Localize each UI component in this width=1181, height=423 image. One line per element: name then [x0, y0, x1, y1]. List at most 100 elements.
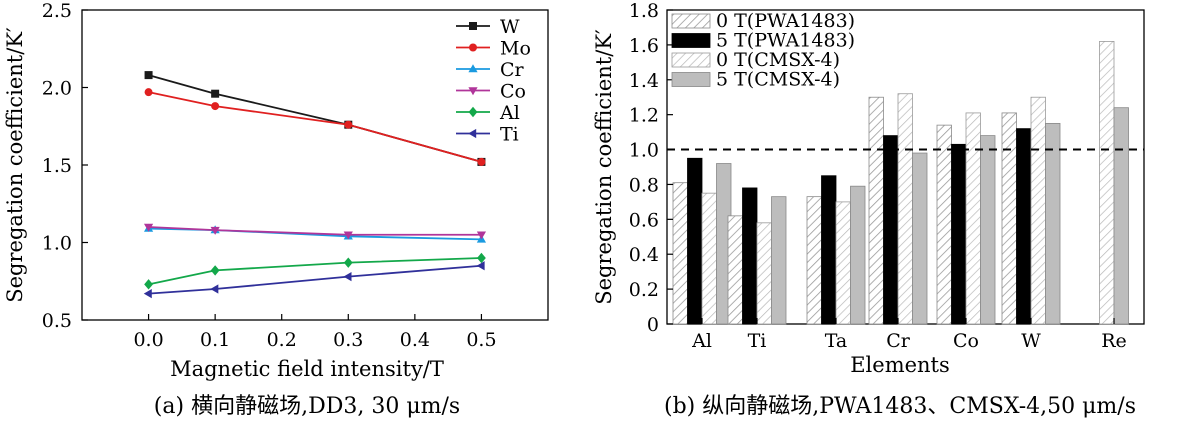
data-point — [477, 157, 486, 166]
legend-label: Ti — [500, 124, 519, 146]
bar — [1001, 112, 1017, 325]
bar — [687, 157, 703, 325]
x-tick-label: 0.3 — [333, 329, 363, 351]
data-point — [476, 261, 485, 271]
y-tick-label: 0 — [647, 314, 659, 336]
bar — [936, 124, 952, 325]
chart-a-line: 0.0 0.1 0.2 0.3 0.4 0.5 0.5 1.0 1.5 2.0 2.5 WMoCrC… — [3, 0, 549, 419]
y-tick-label: 2.0 — [42, 78, 72, 100]
chart-a-ticks: 0.0 0.1 0.2 0.3 0.4 0.5 0.5 1.0 1.5 2.0 2.5 — [42, 0, 497, 351]
x-tick-label: 0.2 — [267, 329, 297, 351]
series-line — [148, 264, 482, 295]
data-point — [343, 272, 352, 282]
legend-marker — [469, 43, 477, 52]
data-point — [477, 252, 486, 264]
y-tick-label: 0.2 — [629, 279, 659, 301]
y-tick-label: 1.6 — [629, 35, 659, 57]
y-tick-label: 2.5 — [42, 0, 72, 22]
y-tick-label: 1.0 — [42, 233, 72, 255]
bar — [980, 135, 996, 325]
legend-marker — [468, 87, 478, 96]
bar — [1113, 107, 1129, 325]
y-tick-label: 1.4 — [629, 70, 659, 92]
data-point — [211, 102, 220, 111]
series-line — [148, 226, 482, 236]
legend-label: W — [500, 16, 520, 38]
bar — [850, 185, 866, 325]
x-tick-label: W — [1021, 330, 1041, 352]
y-tick-label: 0.6 — [629, 209, 659, 231]
legend-label: Cr — [500, 59, 525, 81]
data-point — [344, 120, 353, 129]
legend-label: 0 T(PWA1483) — [716, 10, 855, 32]
x-tick-label: 0.5 — [466, 329, 496, 351]
x-tick-label: 0.4 — [400, 329, 430, 351]
bar — [1030, 96, 1046, 325]
bar — [883, 135, 899, 325]
data-point — [144, 71, 153, 80]
data-point — [210, 265, 220, 276]
y-tick-label: 1.5 — [42, 155, 72, 177]
data-point — [144, 88, 153, 97]
bar — [897, 93, 913, 325]
bar — [965, 112, 981, 325]
data-point — [343, 231, 353, 240]
legend-label: Co — [500, 81, 526, 103]
legend-label: 5 T(PWA1483) — [716, 30, 855, 52]
legend-label: 0 T(CMSX-4) — [716, 49, 840, 71]
legend-swatch — [671, 52, 711, 68]
legend-marker — [468, 128, 477, 139]
y-tick-label: 1.8 — [629, 0, 659, 22]
data-point — [210, 226, 220, 235]
bar — [672, 182, 688, 325]
legend-swatch — [671, 72, 711, 87]
chart-b-caption: (b) 纵向静磁场,PWA1483、CMSX-4,50 μm/s — [664, 394, 1136, 419]
chart-b-legend: 0 T(PWA1483)5 T(PWA1483)0 T(CMSX-4)5 T(C… — [671, 10, 855, 91]
bar — [835, 201, 851, 325]
bar — [1099, 41, 1115, 325]
y-tick-label: 0.4 — [629, 244, 659, 266]
y-tick-label: 0.5 — [42, 310, 72, 332]
bar — [742, 187, 758, 325]
chart-b-bars — [672, 41, 1129, 325]
y-tick-label: 0.8 — [629, 174, 659, 196]
legend-label: Mo — [500, 38, 531, 60]
legend-label: Al — [499, 102, 520, 124]
data-point — [143, 223, 154, 232]
bar — [701, 192, 717, 325]
bar — [951, 143, 967, 325]
chart-b-bar: 0 0.2 0.4 0.6 0.8 1.0 1.2 1.4 1.6 1.8 Al Ti Ta Cr Co W R… — [592, 0, 1145, 419]
bar — [1045, 122, 1061, 325]
bar — [868, 96, 884, 325]
data-point — [476, 231, 487, 240]
bar — [756, 222, 772, 325]
x-tick-label: Re — [1101, 330, 1127, 352]
series-line — [148, 257, 482, 286]
chart-a-x-axis-title: Magnetic field intensity/T — [170, 357, 444, 381]
series-line — [148, 91, 482, 163]
x-tick-label: Ti — [748, 330, 767, 352]
legend-swatch — [671, 13, 711, 29]
chart-a-caption: (a) 横向静磁场,DD3, 30 μm/s — [154, 394, 460, 419]
x-tick-label: Al — [691, 330, 712, 352]
bar — [771, 196, 787, 325]
chart-b-x-axis-title: Elements — [850, 353, 950, 377]
chart-a-series — [143, 71, 487, 299]
y-tick-label: 1.2 — [629, 105, 659, 127]
x-tick-label: 0.1 — [200, 329, 230, 351]
x-tick-label: Cr — [886, 330, 911, 352]
data-point — [143, 289, 152, 299]
bar — [821, 175, 837, 325]
bar — [727, 215, 743, 325]
chart-a-y-axis-title: Segregation coefficient/K′ — [3, 27, 27, 303]
data-point — [144, 279, 153, 290]
data-point — [211, 89, 220, 98]
bar — [912, 152, 928, 325]
chart-b-ticks: 0 0.2 0.4 0.6 0.8 1.0 1.2 1.4 1.6 1.8 Al Ti Ta Cr Co W R… — [629, 0, 1127, 352]
bar — [806, 196, 822, 325]
legend-label: 5 T(CMSX-4) — [716, 69, 840, 91]
bar — [1016, 128, 1032, 325]
legend-marker — [468, 106, 478, 118]
legend-swatch — [671, 33, 711, 48]
